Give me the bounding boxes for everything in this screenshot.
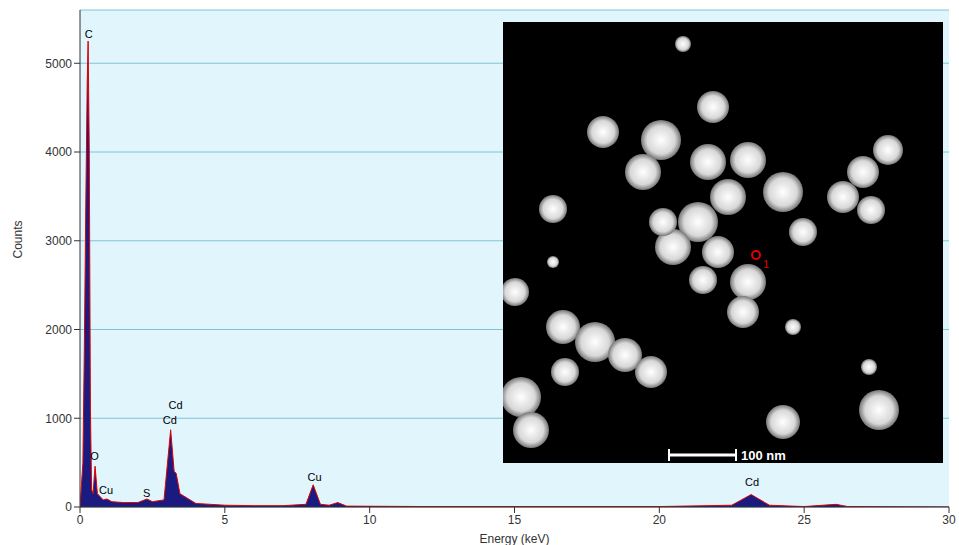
svg-text:Cd: Cd [163,414,177,426]
svg-text:Energy (keV): Energy (keV) [479,532,549,545]
svg-text:Counts: Counts [11,220,25,258]
svg-text:20: 20 [653,513,667,527]
svg-text:Cd: Cd [169,399,183,411]
svg-text:0: 0 [77,513,84,527]
svg-text:C: C [85,28,93,40]
svg-text:2000: 2000 [45,323,72,337]
svg-text:100 nm: 100 nm [741,448,786,463]
svg-text:5: 5 [221,513,228,527]
svg-text:15: 15 [508,513,522,527]
svg-text:30: 30 [942,513,956,527]
svg-text:5000: 5000 [45,57,72,71]
svg-text:1: 1 [763,258,769,270]
svg-text:4000: 4000 [45,145,72,159]
svg-text:Cu: Cu [99,484,113,496]
svg-text:25: 25 [797,513,811,527]
svg-text:Cu: Cu [308,471,322,483]
svg-text:0: 0 [65,500,72,514]
svg-text:S: S [143,487,150,499]
svg-text:10: 10 [363,513,377,527]
svg-text:Cd: Cd [745,476,759,488]
svg-text:O: O [90,450,99,462]
svg-text:1000: 1000 [45,412,72,426]
svg-text:3000: 3000 [45,234,72,248]
